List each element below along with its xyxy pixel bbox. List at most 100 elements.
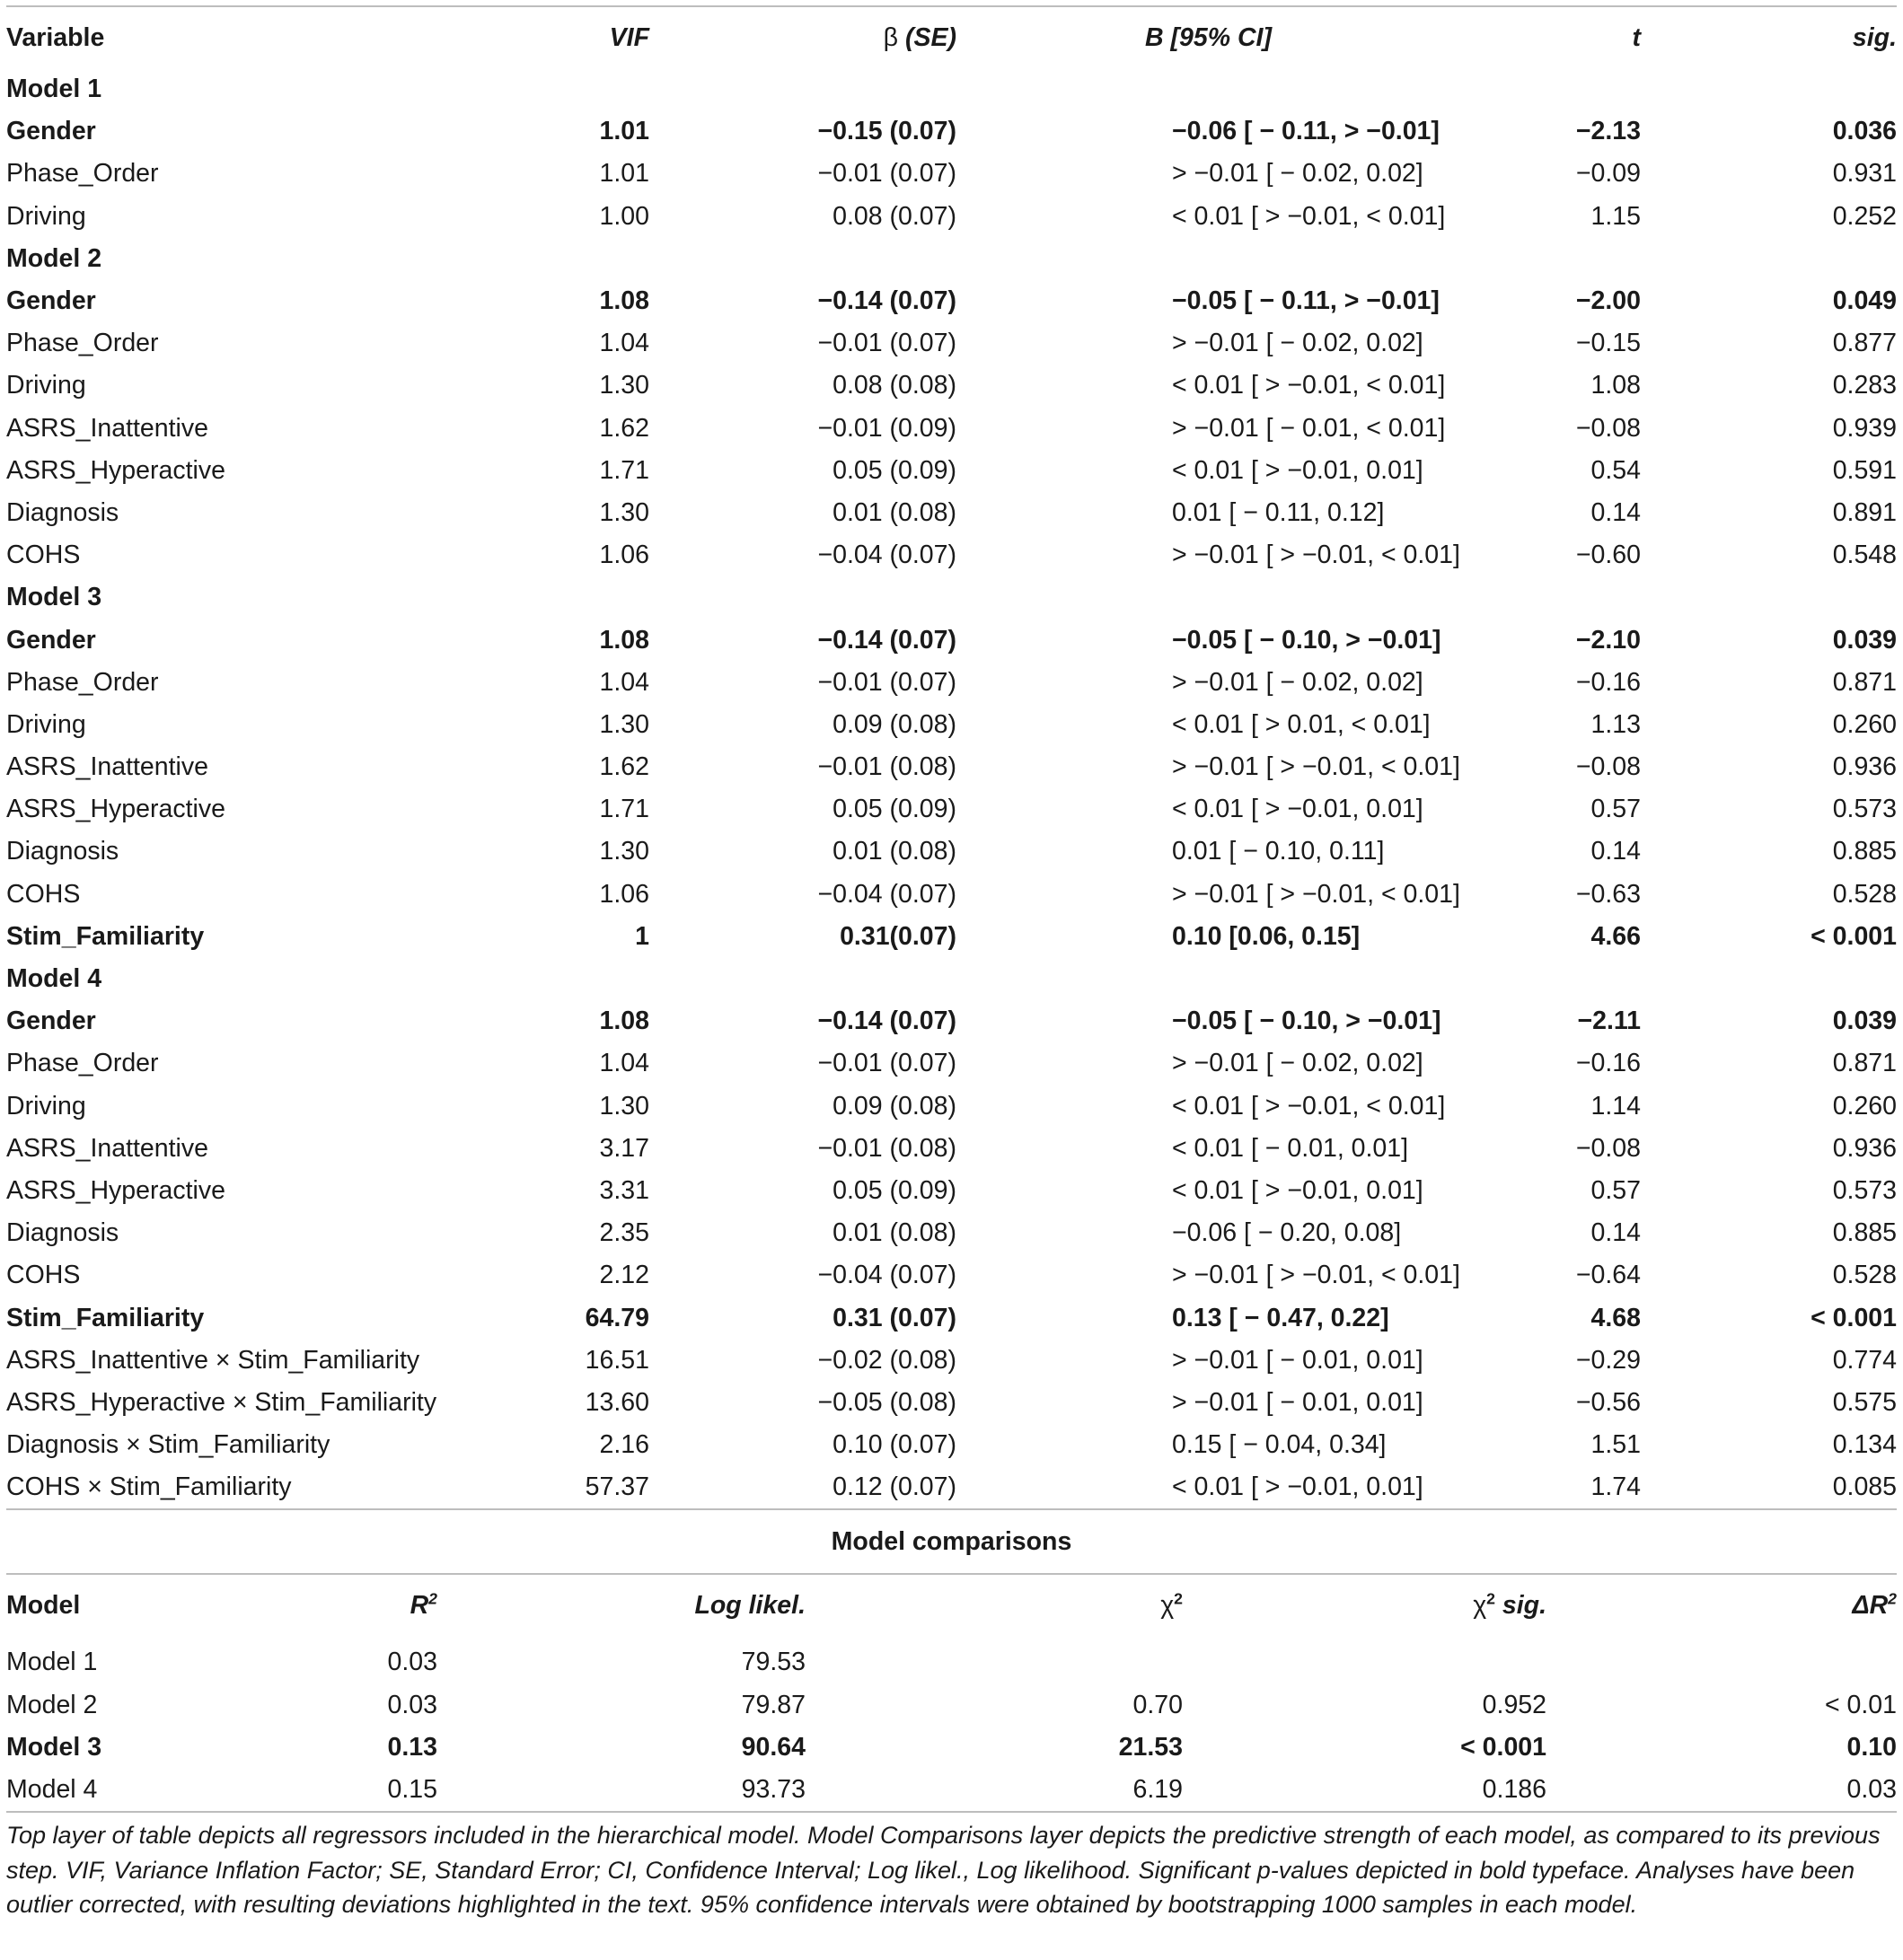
vif-cell: 1.71 (599, 455, 649, 485)
regression-table-page: Variable VIF β (SE) B [95% CI] t sig. Mo… (6, 0, 1897, 1922)
sig-cell: 0.885 (1832, 837, 1898, 866)
variable-cell: ASRS_Hyperactive × Stim_Familiarity (6, 1387, 437, 1417)
header-variable: Variable (6, 22, 105, 52)
vif-cell: 13.60 (585, 1387, 649, 1417)
table-row: ASRS_Inattentive 1.62 −0.01 (0.08) > −0.01 … (6, 746, 1897, 788)
vif-cell: 3.17 (599, 1133, 649, 1163)
sig-cell: 0.528 (1832, 879, 1898, 909)
b-ci-cell: > −0.01 [ > −0.01, < 0.01] (1172, 541, 1460, 570)
table-row: COHS 1.06 −0.04 (0.07) > −0.01 [ > −0.01, <… (6, 534, 1897, 576)
vif-cell: 2.12 (599, 1261, 649, 1290)
chi2-cell (806, 1641, 1183, 1683)
header-vif: VIF (609, 22, 649, 52)
sig-cell: 0.036 (1832, 117, 1898, 146)
vif-cell: 1 (635, 921, 649, 951)
b-ci-cell: −0.06 [ − 0.20, 0.08] (1172, 1218, 1402, 1248)
b-ci-cell: < 0.01 [ > −0.01, < 0.01] (1172, 201, 1446, 231)
variable-cell: Phase_Order (6, 329, 159, 358)
table-row: COHS 1.06 −0.04 (0.07) > −0.01 [ > −0.01, <… (6, 874, 1897, 916)
beta-cell: −0.01 (0.08) (817, 1133, 956, 1163)
b-ci-cell: < 0.01 [ > 0.01, < 0.01] (1172, 709, 1431, 739)
beta-cell: −0.01 (0.08) (817, 752, 956, 782)
b-ci-cell: < 0.01 [ > −0.01, 0.01] (1172, 455, 1423, 485)
sig-cell: 0.260 (1832, 1091, 1898, 1121)
b-ci-cell: > −0.01 [ − 0.02, 0.02] (1172, 667, 1423, 697)
vif-cell: 2.35 (599, 1218, 649, 1248)
variable-cell: Phase_Order (6, 667, 159, 697)
variable-cell: ASRS_Inattentive (6, 1133, 208, 1163)
chi2-sig-cell (1183, 1641, 1546, 1683)
beta-cell: −0.01 (0.07) (817, 159, 956, 189)
sig-cell: 0.260 (1832, 709, 1898, 739)
r2-cell: 0.13 (387, 1732, 437, 1762)
comparison-table: Model R2 Log likel. χ2 χ2 sig. ΔR2 Model… (6, 1575, 1897, 1811)
vif-cell: 1.08 (599, 1006, 649, 1036)
sig-cell: 0.891 (1832, 497, 1898, 527)
beta-cell: 0.31(0.07) (840, 921, 956, 951)
beta-cell: −0.14 (0.07) (817, 625, 956, 655)
comparison-rule (6, 1573, 1897, 1576)
t-cell: 0.57 (1590, 795, 1642, 824)
header-loglik: Log likel. (694, 1590, 806, 1620)
variable-cell: ASRS_Inattentive (6, 752, 208, 782)
delta-r2-cell: 0.10 (1846, 1732, 1897, 1762)
sig-cell: 0.252 (1832, 201, 1898, 231)
top-rule (6, 5, 1897, 7)
beta-cell: 0.05 (0.09) (833, 1175, 956, 1205)
beta-cell: 0.05 (0.09) (833, 455, 956, 485)
sig-cell: 0.931 (1832, 159, 1898, 189)
t-cell: −2.00 (1575, 286, 1642, 316)
beta-cell: 0.12 (0.07) (833, 1472, 956, 1502)
model-heading-row: Model 4 (6, 958, 1897, 1000)
header-sig: sig. (1852, 22, 1898, 52)
b-ci-cell: > −0.01 [ − 0.02, 0.02] (1172, 329, 1423, 358)
t-cell: −0.16 (1575, 667, 1642, 697)
t-cell: 0.14 (1590, 1218, 1642, 1248)
loglik-cell: 79.53 (741, 1648, 806, 1677)
table-row: ASRS_Hyperactive × Stim_Familiarity 13.60… (6, 1382, 1897, 1424)
table-row: Diagnosis 2.35 0.01 (0.08) −0.06 [ − 0.20, … (6, 1212, 1897, 1254)
table-row: Gender 1.08 −0.14 (0.07) −0.05 [ − 0.11, > … (6, 280, 1897, 322)
header-delta-r2: ΔR2 (1852, 1589, 1897, 1620)
sig-cell: 0.548 (1832, 541, 1898, 570)
b-ci-cell: > −0.01 [ − 0.01, 0.01] (1172, 1345, 1423, 1375)
sig-cell: 0.039 (1832, 1006, 1898, 1036)
loglik-cell: 90.64 (741, 1732, 806, 1762)
variable-cell: ASRS_Inattentive × Stim_Familiarity (6, 1345, 420, 1375)
variable-cell: Stim_Familiarity (6, 1303, 205, 1332)
b-ci-cell: > −0.01 [ > −0.01, < 0.01] (1172, 752, 1460, 782)
model-cell: Model 3 (6, 1732, 102, 1762)
sig-cell: 0.573 (1832, 1175, 1898, 1205)
t-cell: −2.11 (1577, 1006, 1642, 1036)
beta-cell: −0.01 (0.09) (817, 413, 956, 443)
model-heading: Model 2 (6, 243, 102, 273)
table-row: Gender 1.08 −0.14 (0.07) −0.05 [ − 0.10, > … (6, 619, 1897, 661)
beta-cell: −0.01 (0.07) (817, 667, 956, 697)
model-cell: Model 1 (6, 1648, 98, 1677)
variable-cell: COHS (6, 879, 81, 909)
comparison-row: Model 1 0.03 79.53 (6, 1641, 1897, 1683)
b-ci-cell: −0.05 [ − 0.10, > −0.01] (1172, 1006, 1441, 1036)
vif-cell: 1.01 (599, 117, 649, 146)
middle-rule (6, 1508, 1897, 1511)
table-row: ASRS_Hyperactive 1.71 0.05 (0.09) < 0.01 [ … (6, 788, 1897, 831)
t-cell: 1.14 (1590, 1091, 1642, 1121)
table-row: Stim_Familiarity 64.79 0.31 (0.07) 0.13 [ −… (6, 1296, 1897, 1339)
chi2-cell: 0.70 (1132, 1690, 1183, 1719)
beta-cell: −0.14 (0.07) (817, 1006, 956, 1036)
vif-cell: 57.37 (585, 1472, 649, 1502)
chi2-sig-cell: 0.952 (1482, 1690, 1546, 1719)
model-cell: Model 4 (6, 1775, 98, 1805)
delta-r2-cell: < 0.01 (1824, 1690, 1897, 1719)
sig-cell: 0.885 (1832, 1218, 1898, 1248)
variable-cell: Driving (6, 709, 86, 739)
model-heading-row: Model 3 (6, 576, 1897, 619)
r2-cell: 0.03 (387, 1690, 437, 1719)
table-row: Stim_Familiarity 1 0.31(0.07) 0.10 [0.06, 0… (6, 916, 1897, 958)
t-cell: −0.64 (1575, 1261, 1642, 1290)
header-model: Model (6, 1590, 81, 1620)
t-cell: −0.09 (1575, 159, 1642, 189)
table-row: Gender 1.08 −0.14 (0.07) −0.05 [ − 0.10, > … (6, 1000, 1897, 1042)
comparison-body: Model 1 0.03 79.53 Model 2 0.03 79.87 0.70 0.95… (6, 1636, 1897, 1811)
t-cell: 4.68 (1590, 1303, 1642, 1332)
